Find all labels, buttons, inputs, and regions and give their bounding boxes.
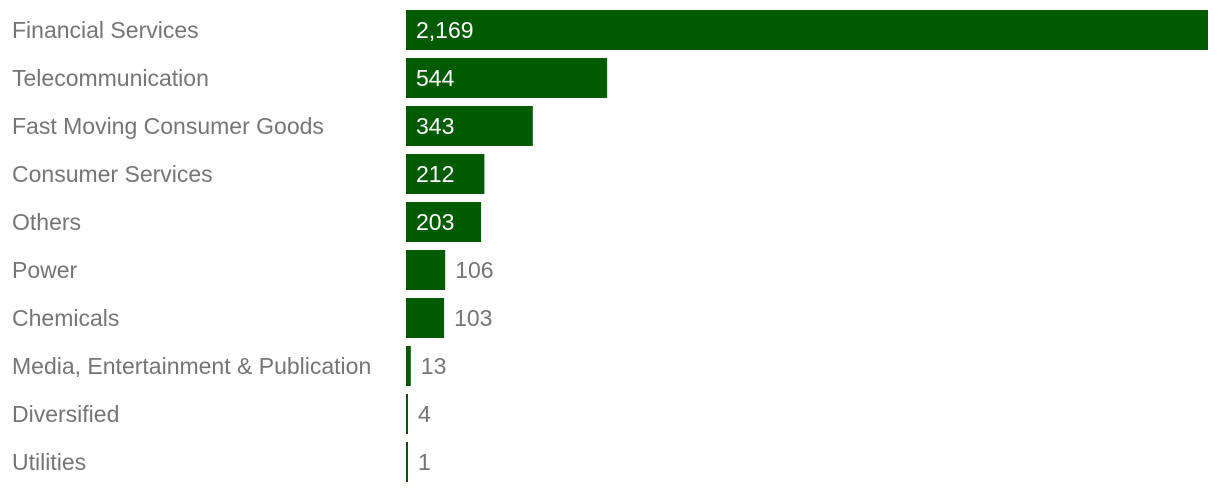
bar — [406, 442, 408, 482]
value-label: 4 — [418, 401, 431, 427]
bar — [406, 394, 408, 434]
category-label: Consumer Services — [12, 161, 213, 187]
bar — [406, 10, 1208, 50]
bar — [406, 202, 482, 242]
value-label: 203 — [416, 209, 454, 235]
category-label: Power — [12, 257, 78, 283]
value-label: 1 — [418, 449, 431, 475]
category-label: Utilities — [12, 449, 86, 475]
category-label: Media, Entertainment & Publication — [12, 353, 371, 379]
bar — [406, 106, 533, 146]
bar — [406, 250, 446, 290]
value-label: 544 — [416, 65, 455, 91]
bar — [406, 346, 411, 386]
value-label: 103 — [454, 305, 492, 331]
category-label: Financial Services — [12, 17, 199, 43]
bar — [406, 58, 608, 98]
value-label: 343 — [416, 113, 454, 139]
value-label: 13 — [421, 353, 447, 379]
value-label: 106 — [455, 257, 493, 283]
category-label: Others — [12, 209, 81, 235]
category-label: Fast Moving Consumer Goods — [12, 113, 324, 139]
category-label: Diversified — [12, 401, 119, 427]
value-label: 212 — [416, 161, 454, 187]
bar — [406, 154, 485, 194]
category-label: Telecommunication — [12, 65, 209, 91]
value-label: 2,169 — [416, 17, 474, 43]
category-label: Chemicals — [12, 305, 119, 331]
bar — [406, 298, 445, 338]
